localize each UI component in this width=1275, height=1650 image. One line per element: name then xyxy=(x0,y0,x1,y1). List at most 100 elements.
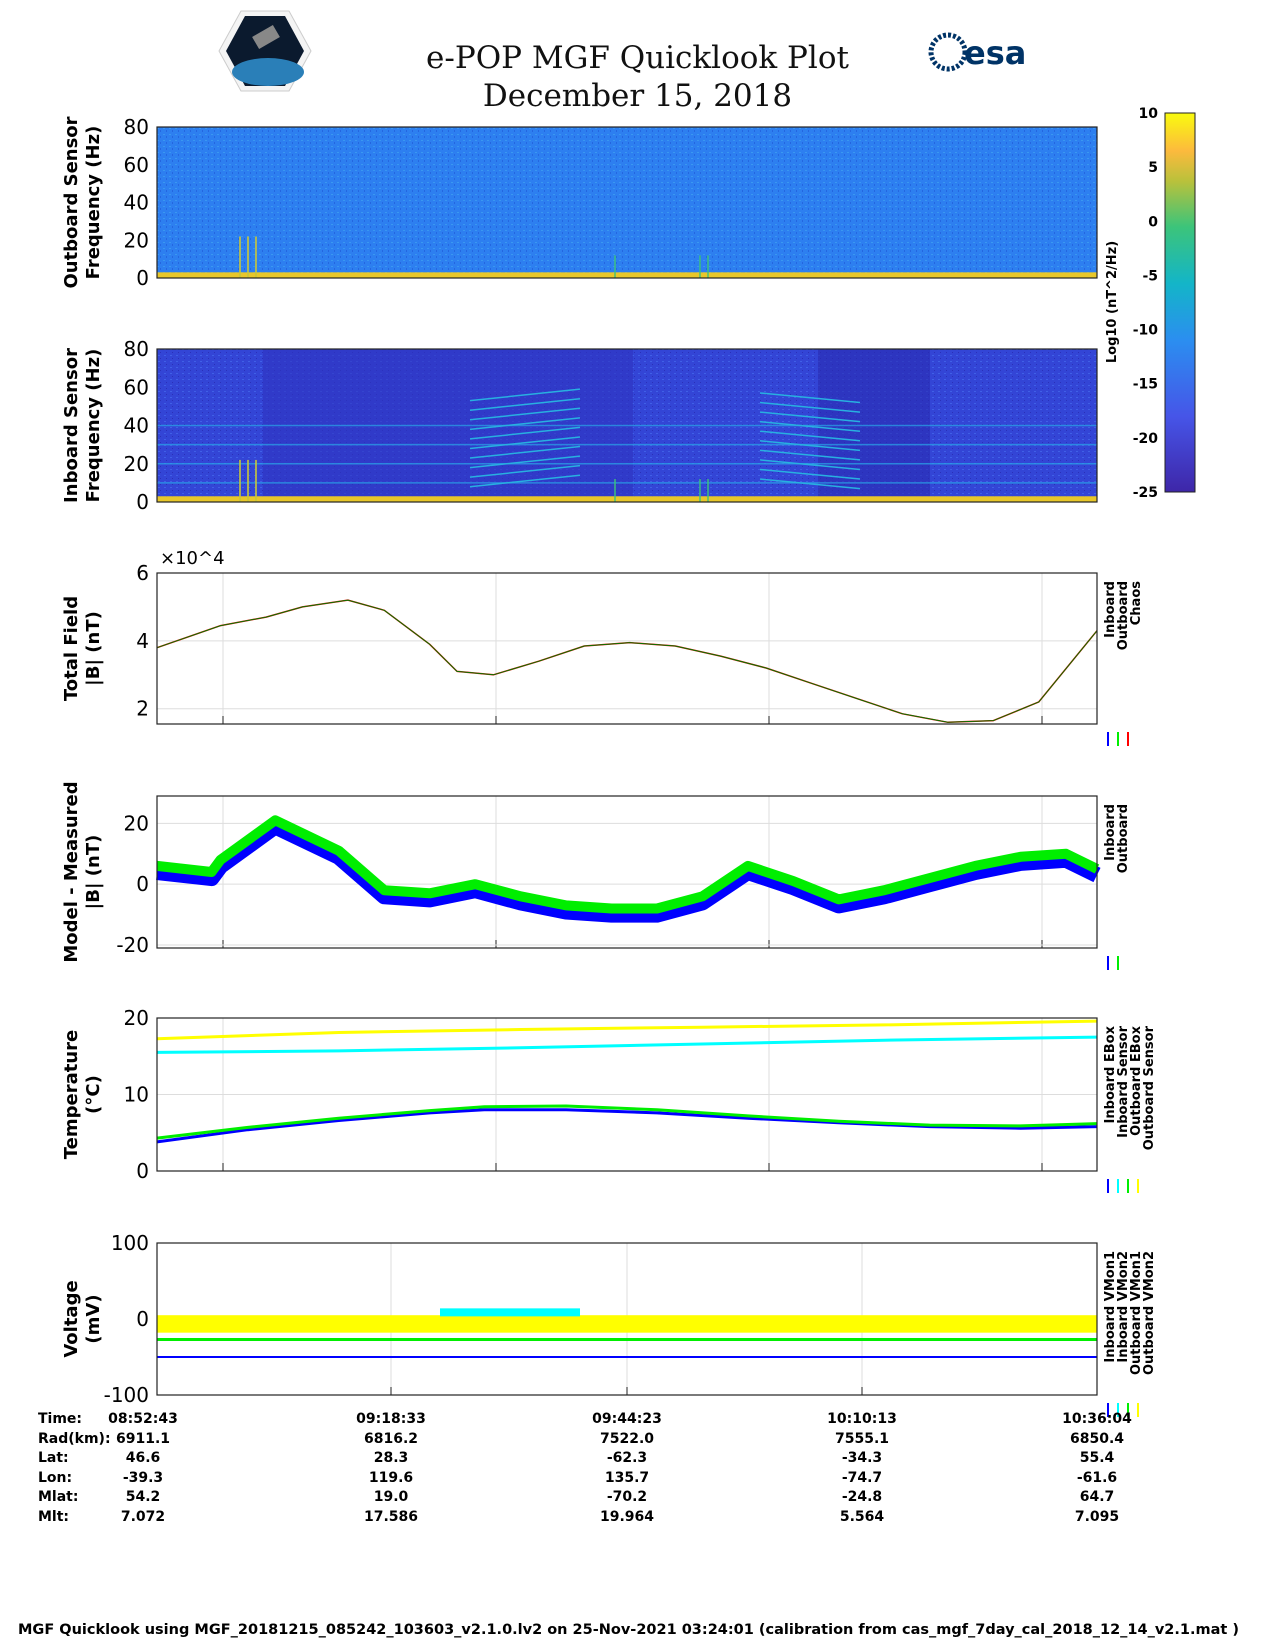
ephemeris-value: -34.3 xyxy=(841,1450,883,1466)
ephemeris-value: 7.095 xyxy=(1074,1508,1120,1525)
y-tick-label: 60 xyxy=(124,153,149,177)
y-axis-label: (°C) xyxy=(83,1075,104,1114)
y-tick-label: 80 xyxy=(124,115,149,139)
y-tick-label: 2 xyxy=(136,697,149,721)
ephemeris-value: 6850.4 xyxy=(1069,1430,1125,1447)
ephemeris-value: 135.7 xyxy=(604,1469,650,1486)
colorbar-tick-label: 10 xyxy=(1139,106,1159,122)
whistler-trace xyxy=(759,420,861,432)
ephemeris-value: 54.2 xyxy=(125,1489,161,1505)
ephemeris-value: 17.586 xyxy=(363,1508,419,1525)
svg-text:esa: esa xyxy=(964,34,1026,72)
ephemeris-value: 19.0 xyxy=(373,1489,409,1505)
legend-label: Inboard EBox xyxy=(1103,1025,1118,1123)
whistler-trace xyxy=(759,411,861,423)
inboard-spectrogram-frame xyxy=(156,348,1098,503)
ephemeris-value: 10:36:04 xyxy=(1062,1411,1132,1427)
plot-date: December 15, 2018 xyxy=(482,78,793,114)
colorbar-tick-label: 0 xyxy=(1148,214,1158,230)
legend-label: Outboard VMon1 xyxy=(1129,1251,1144,1375)
chaos-line xyxy=(156,599,1098,724)
y-tick-label: 0 xyxy=(136,1307,149,1331)
y-axis-label: Total Field xyxy=(61,596,82,701)
footer-caption: MGF Quicklook using MGF_20181215_085242_… xyxy=(18,1622,1240,1638)
legend-label: Outboard Sensor xyxy=(1142,1025,1157,1150)
y-tick-label: 60 xyxy=(124,375,149,399)
y-tick-label: 0 xyxy=(136,1159,149,1183)
ephemeris-value: -74.7 xyxy=(841,1469,883,1486)
whistler-trace xyxy=(469,388,581,402)
y-tick-label: 10 xyxy=(124,1083,149,1107)
legend-label: Chaos xyxy=(1129,581,1144,625)
whistler-trace xyxy=(759,478,861,490)
legend-label: Inboard VMon2 xyxy=(1116,1251,1131,1363)
outboard-spectrogram-image xyxy=(157,127,1097,278)
whistler-trace xyxy=(759,468,861,480)
ephemeris-row-label: Rad(km): xyxy=(38,1430,111,1447)
y-tick-label: 80 xyxy=(124,337,149,361)
whistler-trace xyxy=(469,417,581,431)
colorbar-tick-label: -5 xyxy=(1142,268,1158,284)
temperature-outboard-ebox xyxy=(156,1104,1098,1140)
y-axis-label: Frequency (Hz) xyxy=(83,126,104,280)
y-tick-label: 20 xyxy=(124,1006,149,1030)
y-axis-label: Voltage xyxy=(61,1280,82,1357)
y-tick-label: 4 xyxy=(136,629,149,653)
whistler-trace xyxy=(469,407,581,421)
ephemeris-value: 46.6 xyxy=(125,1450,161,1466)
ephemeris-row-label: Mlat: xyxy=(38,1489,79,1505)
colorbar-tick-label: -20 xyxy=(1133,431,1159,447)
ephemeris-value: 6816.2 xyxy=(363,1430,419,1447)
y-axis-label: |B| (nT) xyxy=(83,835,104,910)
ephemeris-value: 55.4 xyxy=(1079,1450,1115,1466)
ephemeris-value: -62.3 xyxy=(606,1450,648,1466)
ephemeris-value: 64.7 xyxy=(1079,1489,1115,1505)
y-tick-label: 40 xyxy=(124,414,149,438)
low-frequency-band xyxy=(157,496,1097,502)
outboard-spectrogram-frame xyxy=(156,126,1098,279)
ephemeris-row-label: Lat: xyxy=(38,1450,69,1466)
voltage-frame xyxy=(156,1242,1098,1396)
inboard-residual xyxy=(156,818,1101,923)
ephemeris-row-label: Mlt: xyxy=(38,1508,70,1525)
legend-label: Inboard Sensor xyxy=(1116,1025,1131,1137)
ephemeris-value: -39.3 xyxy=(122,1469,164,1486)
y-axis-label: Model - Measured xyxy=(61,781,82,962)
y-tick-label: 20 xyxy=(124,452,149,476)
ephemeris-value: -61.6 xyxy=(1076,1469,1118,1486)
whistler-trace xyxy=(759,392,861,404)
whistler-trace xyxy=(469,426,581,440)
ephemeris-row-label: Lon: xyxy=(38,1469,73,1486)
y-axis-label: Frequency (Hz) xyxy=(83,349,104,503)
y-tick-label: -100 xyxy=(104,1383,149,1407)
y-tick-label: -20 xyxy=(116,933,149,957)
ephemeris-value: -70.2 xyxy=(606,1489,648,1505)
ephemeris-value: 6911.1 xyxy=(115,1430,171,1447)
total-field-exponent-label: ×10^4 xyxy=(160,548,225,569)
legend-label: Inboard xyxy=(1103,581,1118,638)
temperature-outboard-sensor xyxy=(156,1019,1098,1041)
temperature-frame xyxy=(156,1017,1098,1172)
y-tick-label: 6 xyxy=(136,561,149,585)
y-axis-label: Temperature xyxy=(61,1030,82,1159)
whistler-trace xyxy=(759,440,861,452)
whistler-trace xyxy=(469,436,581,450)
ephemeris-value: 5.564 xyxy=(839,1508,885,1525)
y-tick-label: 100 xyxy=(111,1231,149,1255)
whistler-trace xyxy=(759,401,861,413)
y-tick-label: 0 xyxy=(136,266,149,290)
legend-label: Outboard xyxy=(1116,804,1131,873)
temperature-inboard-ebox xyxy=(156,1108,1098,1144)
ephemeris-value: 08:52:43 xyxy=(108,1411,178,1427)
colorbar-tick-label: -10 xyxy=(1133,323,1159,339)
whistler-trace xyxy=(759,449,861,461)
legend-label: Outboard xyxy=(1116,581,1131,650)
colorbar xyxy=(1164,112,1196,493)
legend-label: Inboard VMon1 xyxy=(1103,1251,1118,1363)
low-frequency-band xyxy=(157,272,1097,278)
outboard-vmon2-band xyxy=(157,1315,1097,1333)
ephemeris-value: 09:18:33 xyxy=(356,1411,426,1427)
legend-label: Outboard EBox xyxy=(1129,1025,1144,1135)
model-minus-measured-frame xyxy=(156,795,1098,949)
